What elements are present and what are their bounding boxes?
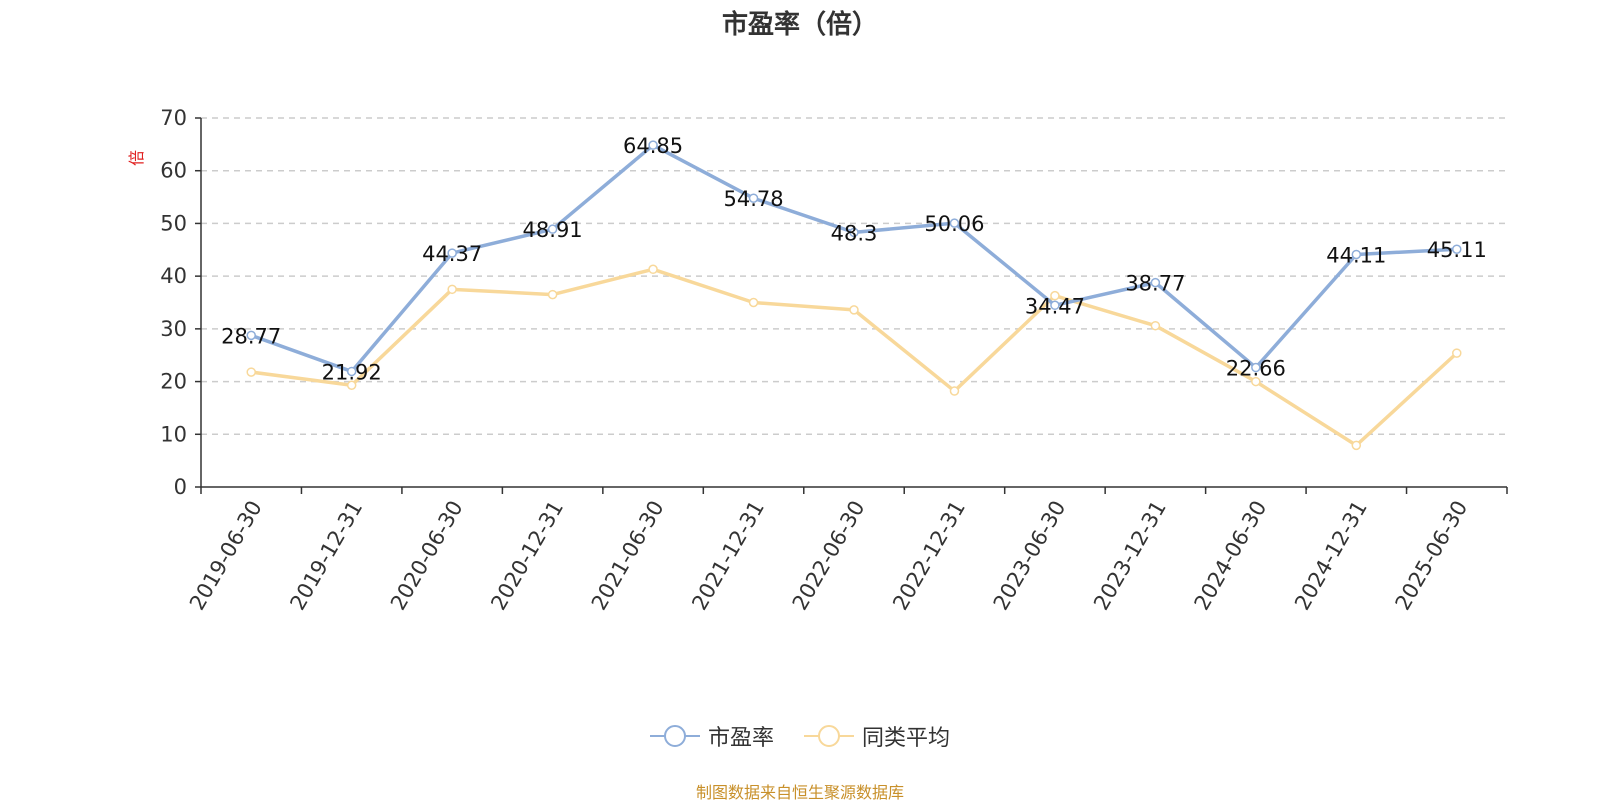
data-point[interactable] xyxy=(346,366,357,377)
source-footer: 制图数据来自恒生聚源数据库 xyxy=(695,783,904,802)
data-label: 45.11 xyxy=(1427,238,1487,262)
data-label: 38.77 xyxy=(1125,272,1185,296)
data-point[interactable] xyxy=(1351,440,1362,451)
data-point[interactable] xyxy=(1050,300,1060,311)
data-label: 44.37 xyxy=(422,242,482,266)
legend-peer-avg-label: 同类平均 xyxy=(862,726,951,751)
data-point[interactable] xyxy=(1452,244,1462,254)
data-point[interactable] xyxy=(648,264,658,275)
y-tick-label: 50 xyxy=(160,211,187,235)
x-tick-label: 2021-06-30 xyxy=(587,497,669,615)
x-tick-label: 2022-06-30 xyxy=(788,497,870,615)
data-point[interactable] xyxy=(949,386,960,396)
chart-title: 市盈率（倍） xyxy=(721,10,878,40)
data-label: 44.11 xyxy=(1326,243,1386,267)
data-point[interactable] xyxy=(849,305,859,315)
y-tick-label: 0 xyxy=(174,475,187,499)
data-label: 28.77 xyxy=(221,324,281,348)
legend: 市盈率 同类平均 xyxy=(0,720,1600,752)
x-tick-label: 2019-12-31 xyxy=(285,497,367,615)
data-point[interactable] xyxy=(1150,320,1161,331)
legend-pe-label: 市盈率 xyxy=(707,726,774,751)
x-tick-label: 2023-06-30 xyxy=(989,497,1071,615)
y-axis-title: 倍 xyxy=(127,150,146,166)
data-label: 22.66 xyxy=(1226,357,1286,381)
data-point[interactable] xyxy=(346,380,357,391)
data-label: 48.91 xyxy=(523,218,583,242)
y-tick-label: 10 xyxy=(160,422,187,446)
x-tick-label: 2019-06-30 xyxy=(185,497,267,615)
x-tick-label: 2025-06-30 xyxy=(1390,497,1472,615)
data-point[interactable] xyxy=(1351,249,1362,260)
data-label: 21.92 xyxy=(322,360,382,384)
data-label: 48.3 xyxy=(831,221,878,245)
x-tick-label: 2020-06-30 xyxy=(386,496,468,614)
data-point[interactable] xyxy=(648,140,658,150)
data-label: 64.85 xyxy=(623,134,683,158)
data-point[interactable] xyxy=(447,248,457,258)
data-point[interactable] xyxy=(1150,277,1161,288)
x-tick-label: 2024-12-31 xyxy=(1290,497,1372,615)
data-point[interactable] xyxy=(547,224,558,234)
data-point[interactable] xyxy=(447,284,457,295)
series xyxy=(246,140,1462,451)
legend-peer-avg-marker xyxy=(804,725,854,747)
data-point[interactable] xyxy=(246,330,256,341)
x-tick-label: 2024-06-30 xyxy=(1190,497,1272,615)
y-tick-label: 20 xyxy=(160,370,187,394)
data-label: 34.47 xyxy=(1025,294,1085,318)
data-point[interactable] xyxy=(1452,348,1462,358)
data-label: 50.06 xyxy=(924,212,984,236)
x-tick-label: 2021-12-31 xyxy=(687,497,769,615)
y-tick-label: 40 xyxy=(160,264,187,288)
legend-pe-marker xyxy=(649,725,700,747)
data-point[interactable] xyxy=(748,193,759,203)
legend-item-peer-avg[interactable]: 同类平均 xyxy=(804,720,950,752)
data-point[interactable] xyxy=(748,297,759,308)
y-tick-label: 70 xyxy=(160,106,187,130)
data-point[interactable] xyxy=(547,289,558,300)
data-label: 54.78 xyxy=(723,187,783,211)
data-point[interactable] xyxy=(1251,376,1261,387)
data-point[interactable] xyxy=(246,367,256,377)
x-tick-label: 2022-12-31 xyxy=(888,497,970,615)
legend-item-pe[interactable]: 市盈率 xyxy=(649,720,774,752)
y-tick-label: 60 xyxy=(160,159,187,183)
data-point[interactable] xyxy=(949,218,960,228)
x-tick-label: 2020-12-31 xyxy=(486,497,568,615)
data-labels: 28.77 21.92 44.37 48.91 64.85 54.78 48.3 50.06 3… xyxy=(221,134,1487,384)
x-tick-label: 2023-12-31 xyxy=(1089,497,1171,615)
grid-lines xyxy=(201,117,1507,436)
data-point[interactable] xyxy=(849,227,859,238)
y-tick-label: 30 xyxy=(160,317,187,341)
data-point[interactable] xyxy=(1050,290,1060,301)
data-point[interactable] xyxy=(1251,362,1261,373)
